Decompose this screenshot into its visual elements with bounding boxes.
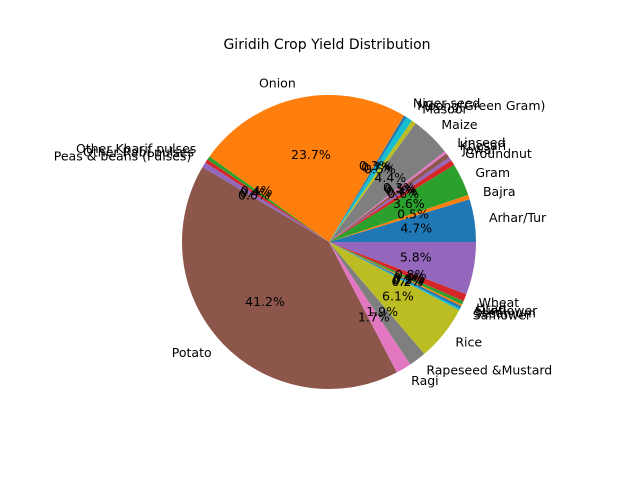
slice-label-other-kharif-pulses: Other Kharif pulses xyxy=(76,141,196,156)
slice-label-gram: Gram xyxy=(475,165,510,180)
slice-label-peas-beans-pulses: Peas & beans (Pulses) xyxy=(54,149,192,164)
slice-label-onion: Onion xyxy=(259,75,296,90)
slice-label-sesamum: Sesamum xyxy=(474,305,536,320)
chart-title: Giridih Crop Yield Distribution xyxy=(223,37,430,53)
pie-slice-safflower-19 xyxy=(329,242,461,311)
slice-label-moong-green-gram: Moong(Green Gram) xyxy=(417,98,545,113)
slice-label-safflower: Safflower xyxy=(473,308,532,323)
slice-label-rapeseed-mustard: Rapeseed &Mustard xyxy=(426,363,552,378)
slice-percent-moong-green-gram-9: 0.7% xyxy=(361,160,393,175)
slice-percent-rapeseed-mustard-17: 1.9% xyxy=(366,304,398,319)
pie-slice-peas-beans-pulses-14 xyxy=(202,162,329,242)
slice-percent-other-rabi-pulses-13: 0.4% xyxy=(239,185,271,200)
slice-percent-sesamum-20: 0.3% xyxy=(392,273,424,288)
pie-slice-groundnut-3 xyxy=(329,160,455,242)
slice-label-potato: Potato xyxy=(172,345,212,360)
slice-label-bajra: Bajra xyxy=(483,184,516,199)
slice-label-khesari: Khesari xyxy=(460,138,507,153)
slice-label-masoor: Masoor xyxy=(422,101,468,116)
pie-slice-rice-18 xyxy=(329,242,460,354)
pie-slice-linseed-6 xyxy=(329,151,447,242)
slice-percent-urad-22: 0.4% xyxy=(393,270,425,285)
slice-percent-peas-beans-pulses-14: 0.6% xyxy=(238,187,270,202)
pie-slice-wheat-23 xyxy=(329,242,467,302)
slice-label-niger-seed: Niger seed xyxy=(413,95,480,110)
pie-slice-rapeseed-mustard-17 xyxy=(329,242,425,365)
pie-slice-unlabeled-24 xyxy=(329,242,476,295)
pie-slice-jowar-4 xyxy=(329,157,452,242)
slice-percent-bajra-1: 0.5% xyxy=(397,207,429,222)
pie-slice-other-rabi-pulses-13 xyxy=(205,159,329,242)
pie-slice-arhar-tur-0 xyxy=(329,199,476,242)
slice-label-other-rabi-pulses: Other Rabi pulses xyxy=(83,144,194,159)
slice-percent-maize-7: 4.4% xyxy=(374,170,406,185)
pie-slice-maize-7 xyxy=(329,123,445,242)
pie-slice-potato-15 xyxy=(182,167,397,389)
slice-percent-gram-2: 3.6% xyxy=(393,196,425,211)
slice-label-arhar-tur: Arhar/Tur xyxy=(489,210,547,225)
pie-slice-masoor-8 xyxy=(329,120,416,242)
pie-labels: Arhar/Tur 4.7% Bajra 0.5% Gram 3.6% Groundnut 0… xyxy=(54,75,552,388)
pie-slice-other-kharif-pulses-12 xyxy=(207,156,329,242)
slice-label-linseed: Linseed xyxy=(457,135,505,150)
pie-slices xyxy=(182,95,476,389)
slice-label-wheat: Wheat xyxy=(479,295,520,310)
slice-percent-wheat-23: 0.8% xyxy=(395,267,427,282)
slice-percent-masoor-8: 0.5% xyxy=(364,161,396,176)
slice-percent-arhar-tur-0: 4.7% xyxy=(400,221,432,236)
pie-slice-sunflower-21 xyxy=(329,242,463,307)
slice-percent-sunflower-21: 0.2% xyxy=(393,271,425,286)
slice-percent-groundnut-3: 0.6% xyxy=(387,186,419,201)
slice-label-sunflower: Sunflower xyxy=(475,303,538,318)
slice-label-rice: Rice xyxy=(455,334,482,349)
slice-percent-potato-15: 41.2% xyxy=(245,294,285,309)
pie-slice-ragi-16 xyxy=(329,242,411,373)
pie-slice-onion-11 xyxy=(209,95,405,243)
slice-label-ragi: Ragi xyxy=(411,373,438,388)
slice-percent-safflower-19: 0.2% xyxy=(391,274,423,289)
slice-percent-linseed-6: 0.3% xyxy=(383,180,415,195)
slice-percent-niger-seed-10: 0.3% xyxy=(359,158,391,173)
slice-label-maize: Maize xyxy=(441,117,477,132)
slice-percent-jowar-4: 0.4% xyxy=(386,184,418,199)
pie-slice-khesari-5 xyxy=(329,153,450,242)
slice-label-urad: Urad xyxy=(476,300,506,315)
slice-label-jowar: Jowar xyxy=(461,142,497,157)
pie-slice-moong-green-gram-9 xyxy=(329,117,412,242)
slice-percent-rice-18: 6.1% xyxy=(382,289,414,304)
slice-percent-onion-11: 23.7% xyxy=(291,147,331,162)
pie-slice-niger-seed-10 xyxy=(329,115,407,242)
slice-label-groundnut: Groundnut xyxy=(465,146,532,161)
slice-percent-khesari-5: 0.5% xyxy=(384,182,416,197)
pie-slice-gram-2 xyxy=(329,164,469,242)
pie-slice-urad-22 xyxy=(329,242,464,305)
slice-percent-unlabeled-24: 5.8% xyxy=(400,249,432,264)
pie-slice-bajra-1 xyxy=(329,194,470,242)
pie-slice-sesamum-20 xyxy=(329,242,462,309)
slice-percent-other-kharif-pulses-12: 0.4% xyxy=(241,183,273,198)
slice-percent-ragi-16: 1.7% xyxy=(358,309,390,324)
